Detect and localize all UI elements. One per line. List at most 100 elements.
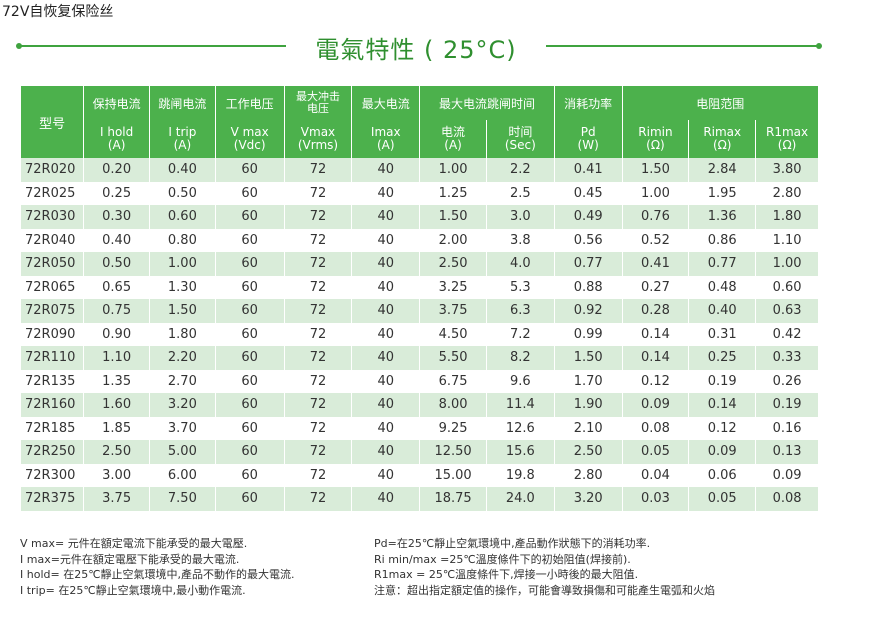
cell-ri-min: 0.27	[622, 275, 690, 299]
cell-max-current: 3.25	[419, 275, 487, 299]
cell-model: 72R050	[21, 252, 85, 276]
cell-model: 72R025	[21, 181, 85, 205]
cell-max-current: 8.00	[419, 393, 487, 417]
cell-i-hold: 1.10	[83, 346, 150, 370]
cell-i-trip: 2.70	[149, 369, 216, 393]
cell-pd: 0.88	[554, 275, 623, 299]
cell-ri-max: 0.14	[688, 393, 757, 417]
cell-v-rms: 72	[284, 393, 353, 417]
cell-i-trip: 1.30	[149, 275, 216, 299]
cell-v-max: 60	[215, 228, 285, 252]
cell-ri-min: 1.00	[622, 181, 690, 205]
cell-v-rms: 72	[284, 299, 353, 323]
cell-r1-max: 1.00	[755, 252, 819, 276]
unit-time: (Sec)	[504, 138, 536, 152]
cell-i-hold: 1.35	[83, 369, 150, 393]
cell-v-max: 60	[215, 275, 285, 299]
note-warning: 注意：超出指定額定值的操作，可能會導致損傷和可能產生電弧和火焰	[374, 583, 715, 597]
symbol-r1max: R1max	[766, 125, 809, 139]
cell-v-max: 60	[215, 416, 285, 440]
cell-ri-max: 0.09	[688, 440, 757, 464]
header-hold: 保持电流	[83, 86, 150, 120]
symbol-time: 时间	[508, 125, 533, 139]
cell-pd: 0.99	[554, 322, 623, 346]
cell-r1-max: 0.19	[755, 393, 819, 417]
cell-pd: 0.45	[554, 181, 623, 205]
cell-ri-min: 0.14	[622, 322, 690, 346]
cell-pd: 1.70	[554, 369, 623, 393]
cell-r1-max: 0.33	[755, 346, 819, 370]
cell-ri-min: 0.03	[622, 487, 690, 511]
symbol-rimax: Rimax	[703, 125, 742, 139]
title-row: 電氣特性 ( 25°C)	[16, 30, 822, 64]
cell-i-max: 40	[351, 275, 421, 299]
cell-r1-max: 1.10	[755, 228, 819, 252]
table-row: 72R030 0.30 0.60 60 72 40 1.50 3.0 0.49 0.76 1.36 1…	[21, 205, 819, 229]
header-model: 型号	[21, 86, 85, 158]
cell-trip-time: 24.0	[486, 487, 555, 511]
unit-imax: (A)	[376, 138, 395, 152]
subheader-rimax: Rimax (Ω)	[688, 120, 757, 158]
note-rimin-max: Ri min/max =25℃溫度條件下的初始阻值(焊接前).	[374, 552, 631, 566]
cell-max-current: 2.00	[419, 228, 487, 252]
note-vmax: V max= 元件在額定電流下能承受的最大電壓.	[20, 537, 248, 550]
cell-max-current: 1.50	[419, 205, 487, 229]
cell-trip-time: 3.0	[486, 205, 555, 229]
cell-i-trip: 0.60	[149, 205, 216, 229]
cell-model: 72R110	[21, 346, 85, 370]
cell-i-max: 40	[351, 440, 421, 464]
subheader-imax: Imax (A)	[351, 120, 421, 158]
cell-i-max: 40	[351, 487, 421, 511]
header-pd: 消耗功率	[554, 86, 623, 120]
cell-i-trip: 1.80	[149, 322, 216, 346]
cell-model: 72R020	[21, 158, 85, 182]
cell-i-trip: 1.00	[149, 252, 216, 276]
note-r1max: R1max = 25℃溫度條件下,焊接一小時後的最大阻值.	[374, 568, 639, 581]
note-ihold: I hold= 在25℃靜止空氣環境中,產品不動作的最大電流.	[20, 568, 295, 581]
cell-i-trip: 0.80	[149, 228, 216, 252]
cell-i-hold: 0.65	[83, 275, 150, 299]
cell-i-max: 40	[351, 416, 421, 440]
subheader-vrms: Vmax (Vrms)	[284, 120, 353, 158]
cell-trip-time: 12.6	[486, 416, 555, 440]
unit-hold: (A)	[107, 138, 126, 152]
cell-ri-max: 0.05	[688, 487, 757, 511]
cell-max-current: 18.75	[419, 487, 487, 511]
table-row: 72R075 0.75 1.50 60 72 40 3.75 6.3 0.92 0.28 0.40 0…	[21, 299, 819, 323]
cell-trip-time: 15.6	[486, 440, 555, 464]
cell-ri-max: 0.19	[688, 369, 757, 393]
table-row: 72R135 1.35 2.70 60 72 40 6.75 9.6 1.70 0.12 0.19 0…	[21, 369, 819, 393]
cell-ri-min: 0.09	[622, 393, 690, 417]
subheader-trip: I trip (A)	[149, 120, 216, 158]
cell-i-hold: 0.25	[83, 181, 150, 205]
symbol-vrms: Vmax	[300, 125, 336, 139]
cell-max-current: 1.25	[419, 181, 487, 205]
table-title: 電氣特性 ( 25°C)	[315, 36, 517, 64]
cell-i-max: 40	[351, 322, 421, 346]
cell-v-rms: 72	[284, 228, 353, 252]
cell-i-trip: 3.70	[149, 416, 216, 440]
cell-i-max: 40	[351, 252, 421, 276]
cell-ri-max: 0.12	[688, 416, 757, 440]
note-pd: Pd=在25℃靜止空氣環境中,產品動作狀態下的消耗功率.	[374, 537, 651, 550]
cell-i-max: 40	[351, 205, 421, 229]
cell-pd: 2.10	[554, 416, 623, 440]
cell-v-max: 60	[215, 205, 285, 229]
cell-r1-max: 0.60	[755, 275, 819, 299]
cell-model: 72R185	[21, 416, 85, 440]
cell-ri-min: 0.08	[622, 416, 690, 440]
table-row: 72R090 0.90 1.80 60 72 40 4.50 7.2 0.99 0.14 0.31 0…	[21, 322, 819, 346]
cell-max-current: 3.75	[419, 299, 487, 323]
cell-v-rms: 72	[284, 369, 353, 393]
symbol-trip: I trip	[168, 125, 197, 139]
unit-r1max: (Ω)	[777, 138, 797, 152]
cell-i-trip: 1.50	[149, 299, 216, 323]
cell-trip-time: 6.3	[486, 299, 555, 323]
cell-v-max: 60	[215, 181, 285, 205]
subheader-rimin: Rimin (Ω)	[622, 120, 690, 158]
cell-pd: 1.50	[554, 346, 623, 370]
unit-vmax: (Vdc)	[233, 138, 266, 152]
cell-model: 72R160	[21, 393, 85, 417]
cell-pd: 0.41	[554, 158, 623, 182]
cell-v-max: 60	[215, 252, 285, 276]
